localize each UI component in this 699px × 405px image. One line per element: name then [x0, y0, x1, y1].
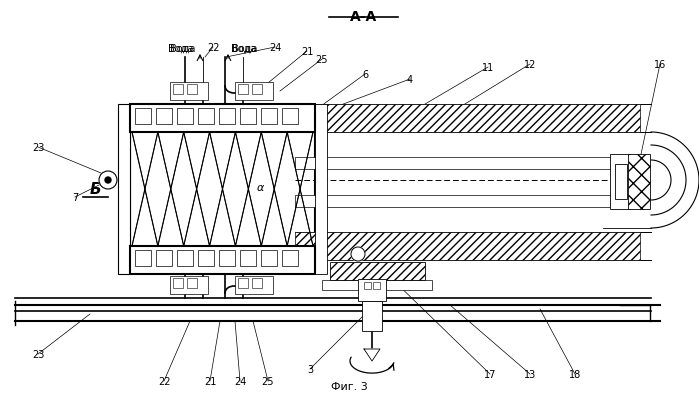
Circle shape	[99, 172, 117, 190]
Bar	[295, 158, 615, 170]
Bar	[362, 301, 382, 331]
Bar	[177, 250, 193, 266]
Text: Б: Б	[89, 182, 101, 197]
Bar	[118, 105, 130, 274]
Text: 24: 24	[269, 43, 281, 53]
Text: 21: 21	[301, 47, 313, 57]
Bar	[135, 250, 151, 266]
Bar	[295, 105, 640, 133]
Bar	[364, 282, 371, 289]
Bar	[198, 250, 214, 266]
Text: 13: 13	[524, 369, 536, 379]
Polygon shape	[364, 349, 380, 361]
Text: 18: 18	[569, 369, 581, 379]
Bar	[198, 109, 214, 125]
Circle shape	[351, 247, 365, 261]
Text: Вода: Вода	[171, 44, 196, 54]
Text: 24: 24	[233, 376, 246, 386]
Bar	[330, 262, 425, 280]
Text: 4: 4	[407, 75, 413, 85]
Text: 17: 17	[484, 369, 496, 379]
Text: 23: 23	[32, 143, 44, 153]
Bar	[130, 246, 315, 274]
Text: 22: 22	[158, 376, 171, 386]
Bar	[295, 232, 640, 260]
Text: 23: 23	[32, 349, 44, 359]
Bar	[130, 105, 315, 133]
Bar	[240, 109, 256, 125]
Text: 25: 25	[261, 376, 274, 386]
Bar	[610, 155, 630, 209]
Bar	[173, 278, 183, 288]
Text: 3: 3	[307, 364, 313, 374]
Bar	[628, 155, 650, 209]
Bar	[238, 278, 248, 288]
Bar	[282, 250, 298, 266]
Bar	[235, 276, 273, 294]
Text: Вода: Вода	[231, 44, 257, 54]
Bar	[315, 105, 327, 274]
Bar	[252, 278, 262, 288]
Text: Фиг. 3: Фиг. 3	[331, 381, 368, 391]
Bar	[173, 85, 183, 95]
Text: 25: 25	[316, 55, 329, 65]
Bar	[261, 250, 277, 266]
Text: 6: 6	[362, 70, 368, 80]
Text: 12: 12	[524, 60, 536, 70]
Text: 21: 21	[204, 376, 216, 386]
Bar	[282, 109, 298, 125]
Text: Вода: Вода	[232, 44, 258, 54]
Bar	[177, 109, 193, 125]
Bar	[219, 109, 235, 125]
Bar	[373, 282, 380, 289]
Bar	[170, 276, 208, 294]
Bar	[156, 109, 172, 125]
Text: Вода: Вода	[168, 44, 194, 54]
Bar	[615, 164, 627, 200]
Bar	[170, 83, 208, 101]
Bar	[219, 250, 235, 266]
Text: 7: 7	[72, 192, 78, 202]
Bar	[235, 83, 273, 101]
Circle shape	[105, 177, 111, 183]
Bar	[187, 278, 197, 288]
Text: 11: 11	[482, 63, 494, 73]
Bar	[240, 250, 256, 266]
Bar	[135, 109, 151, 125]
Bar	[261, 109, 277, 125]
Text: А-А: А-А	[350, 10, 377, 24]
Bar	[252, 85, 262, 95]
Bar	[358, 279, 386, 301]
Bar	[295, 196, 615, 207]
Bar	[187, 85, 197, 95]
Text: 22: 22	[207, 43, 219, 53]
Text: 16: 16	[654, 60, 666, 70]
Text: α: α	[257, 183, 264, 192]
Bar	[156, 250, 172, 266]
Bar	[322, 280, 432, 290]
Bar	[238, 85, 248, 95]
